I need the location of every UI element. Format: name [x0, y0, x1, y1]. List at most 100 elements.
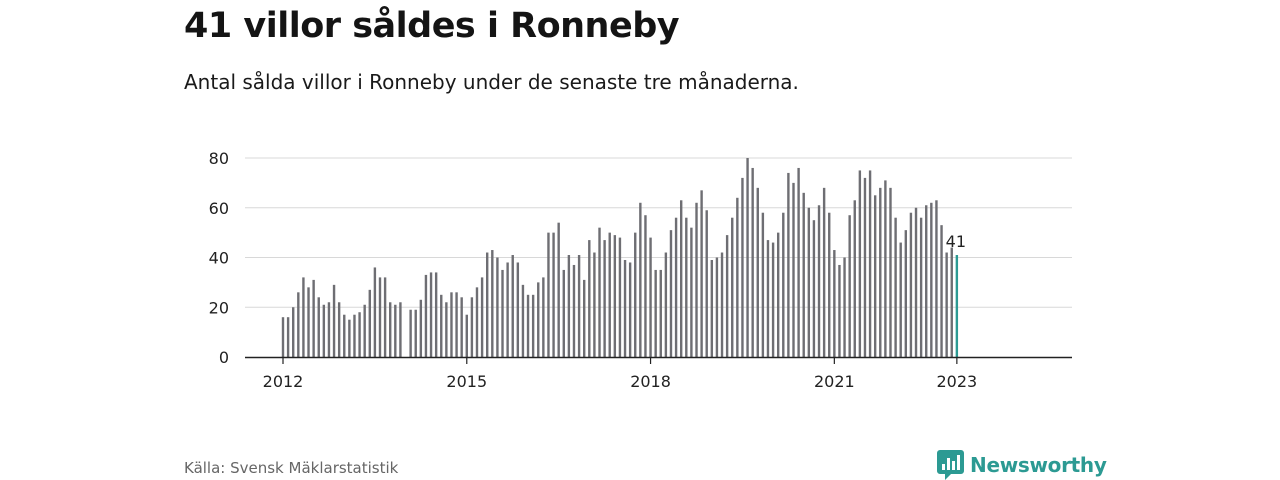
bar [623, 259, 627, 357]
bar [399, 302, 402, 357]
bar [491, 250, 494, 357]
bar [822, 187, 826, 357]
bar [588, 240, 591, 357]
bar [695, 202, 698, 357]
bar [368, 289, 371, 357]
bar [445, 302, 448, 357]
bar [700, 190, 703, 357]
gridlines [245, 157, 1072, 308]
bar [297, 292, 300, 357]
bar [664, 252, 668, 357]
bar [286, 317, 290, 357]
x-axis-ticks: 2012 2015 2018 2021 2023 [263, 357, 978, 391]
bar [848, 215, 851, 357]
bar [776, 232, 780, 358]
bar [710, 259, 714, 357]
bar [475, 287, 479, 357]
bar [833, 250, 836, 357]
bar [756, 187, 759, 357]
bar [884, 180, 887, 357]
bar [281, 317, 285, 357]
bar [440, 294, 443, 357]
bar [394, 304, 397, 357]
bar [736, 197, 739, 357]
x-tick-label: 2021 [814, 372, 855, 391]
x-tick-label: 2018 [630, 372, 671, 391]
bar [373, 267, 377, 357]
bar [715, 257, 719, 357]
newsworthy-logo[interactable]: Newsworthy [937, 450, 1107, 480]
bar [690, 227, 693, 357]
y-axis-ticks: 0 20 40 60 80 [209, 149, 229, 367]
bar [419, 299, 423, 357]
bar [950, 247, 953, 357]
x-tick-label: 2023 [937, 372, 978, 391]
bar [904, 230, 908, 357]
bar [547, 232, 550, 358]
bar [889, 187, 892, 357]
bar [766, 240, 770, 357]
bar [506, 262, 509, 357]
newsworthy-logo-text: Newsworthy [970, 453, 1107, 477]
bar [802, 192, 805, 357]
bar [389, 302, 392, 357]
bar [761, 212, 765, 357]
bar [725, 235, 729, 357]
bar [337, 302, 341, 357]
bar [628, 262, 632, 357]
bar [414, 309, 417, 357]
bar [511, 255, 514, 357]
bar [383, 277, 387, 357]
bar [863, 177, 867, 357]
bar [429, 272, 433, 357]
bar [925, 205, 928, 357]
bar [332, 284, 336, 357]
bar [593, 252, 596, 357]
y-tick-label: 80 [209, 149, 229, 168]
bar [705, 210, 708, 357]
bar [526, 294, 530, 357]
bar-highlight [955, 255, 959, 357]
bar [741, 177, 744, 357]
bar [731, 217, 734, 357]
newsworthy-logo-icon [937, 450, 964, 480]
bar [598, 227, 601, 357]
bar [720, 252, 724, 357]
bar [434, 272, 438, 357]
bar [470, 297, 474, 357]
bar [868, 170, 872, 357]
y-tick-label: 40 [209, 249, 229, 268]
bar [654, 269, 657, 357]
bar [460, 297, 463, 357]
bar [873, 195, 877, 357]
chart-subtitle: Antal sålda villor i Ronneby under de se… [184, 70, 799, 94]
chart-title: 41 villor såldes i Ronneby [184, 6, 680, 46]
bar [659, 269, 662, 357]
bar [797, 167, 800, 357]
bar [307, 287, 310, 357]
y-tick-label: 20 [209, 298, 229, 317]
bar [879, 187, 882, 357]
bar [853, 200, 856, 357]
x-tick-label: 2012 [263, 372, 304, 391]
bar [363, 304, 366, 357]
bar [450, 292, 453, 357]
bar [496, 257, 499, 357]
bar [327, 302, 331, 357]
bar [746, 158, 749, 357]
y-tick-label: 60 [209, 199, 229, 218]
bar [945, 252, 948, 357]
bar [424, 274, 428, 357]
bar [322, 304, 326, 357]
bar [634, 232, 637, 358]
bar [935, 200, 938, 357]
bar [613, 235, 617, 357]
bar [409, 309, 412, 357]
y-tick-label: 0 [219, 348, 229, 367]
bar [807, 207, 811, 357]
bar [455, 292, 458, 357]
bar [787, 172, 790, 357]
bar [792, 182, 795, 358]
bar [567, 255, 571, 357]
